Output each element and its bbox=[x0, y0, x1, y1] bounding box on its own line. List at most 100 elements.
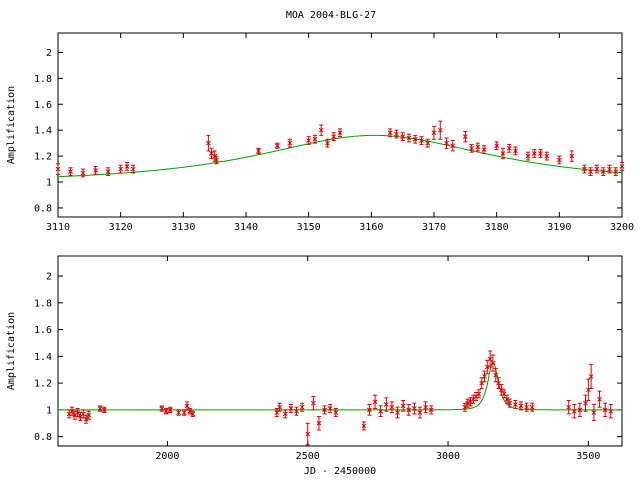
top-data-point bbox=[444, 137, 449, 149]
bottom-data-point bbox=[389, 401, 395, 414]
top-data-point bbox=[387, 128, 393, 138]
bottom-data-point bbox=[378, 405, 384, 418]
top-data-point bbox=[93, 165, 98, 175]
top-panel: Amplification 3110 3120 3130 3140 3150 3160 31… bbox=[6, 32, 634, 233]
bottom-data-point bbox=[412, 402, 417, 415]
top-ticks: 3110 3120 3130 3140 3150 3160 3170 3180 3190 3200… bbox=[34, 33, 634, 233]
top-y-axis-label: Amplification bbox=[6, 86, 17, 164]
top-data-point bbox=[588, 167, 594, 177]
top-data-point bbox=[500, 147, 506, 160]
bottom-y-tick-label: 0.8 bbox=[34, 432, 52, 443]
top-x-tick-label: 3200 bbox=[610, 222, 634, 233]
top-data-point bbox=[594, 164, 600, 174]
bottom-data-point bbox=[400, 400, 406, 412]
top-data-point bbox=[425, 138, 431, 148]
bottom-data-point bbox=[395, 406, 400, 419]
bottom-data-point bbox=[367, 404, 372, 416]
top-y-tick-label: 0.8 bbox=[34, 203, 52, 214]
bottom-data-point bbox=[176, 409, 182, 416]
bottom-data-point bbox=[80, 409, 86, 419]
bottom-data-point bbox=[423, 401, 428, 414]
bottom-data-point bbox=[316, 416, 322, 431]
top-data-point bbox=[325, 138, 330, 148]
bottom-model-curve bbox=[58, 361, 622, 411]
figure-title: MOA 2004-BLG-27 bbox=[286, 10, 376, 21]
bottom-data-point bbox=[322, 405, 327, 415]
bottom-data-point bbox=[479, 377, 485, 389]
bottom-data-point bbox=[327, 404, 333, 414]
top-data-point bbox=[287, 138, 293, 148]
top-panel-frame bbox=[57, 32, 623, 218]
top-data-point bbox=[613, 167, 619, 177]
bottom-x-tick-label: 3500 bbox=[576, 451, 600, 462]
bottom-data-point bbox=[305, 422, 311, 446]
bottom-data-point bbox=[167, 406, 173, 414]
bottom-data-point bbox=[476, 389, 482, 399]
bottom-data-point bbox=[86, 410, 92, 420]
bottom-data-points bbox=[66, 350, 614, 446]
top-x-tick-label: 3160 bbox=[359, 222, 383, 233]
top-data-point bbox=[274, 142, 280, 149]
bottom-data-point bbox=[187, 408, 193, 415]
top-data-point bbox=[437, 120, 443, 140]
bottom-data-point bbox=[277, 402, 283, 412]
top-model-curve bbox=[57, 134, 623, 178]
bottom-data-point bbox=[496, 377, 501, 389]
bottom-data-point bbox=[75, 408, 80, 418]
bottom-data-point bbox=[591, 404, 597, 422]
top-data-point bbox=[337, 128, 343, 138]
top-y-tick-label: 1 bbox=[46, 178, 52, 189]
top-data-point bbox=[55, 163, 61, 175]
bottom-data-point bbox=[383, 397, 389, 412]
top-data-point bbox=[400, 132, 406, 142]
top-x-tick-label: 3150 bbox=[297, 222, 321, 233]
top-data-point bbox=[450, 140, 456, 152]
top-data-point bbox=[494, 141, 500, 151]
top-data-point bbox=[513, 146, 518, 156]
top-x-tick-label: 3130 bbox=[171, 222, 195, 233]
top-data-point bbox=[412, 134, 418, 144]
top-data-point bbox=[68, 167, 73, 177]
bottom-data-point bbox=[529, 402, 535, 412]
bottom-data-point bbox=[465, 398, 471, 408]
bottom-x-tick-label: 3000 bbox=[436, 451, 460, 462]
bottom-data-point bbox=[282, 409, 288, 419]
top-data-point bbox=[506, 143, 512, 153]
top-data-point bbox=[124, 162, 130, 171]
top-data-point bbox=[607, 164, 612, 174]
bottom-data-point bbox=[583, 394, 588, 412]
bottom-ticks: 2000 2500 3000 3500 0.8 1 1.2 1.4 1.6 1.8 2 bbox=[34, 256, 622, 462]
top-data-point bbox=[582, 164, 587, 174]
bottom-data-point bbox=[602, 402, 608, 418]
bottom-data-point bbox=[577, 402, 583, 418]
bottom-data-point bbox=[97, 405, 103, 412]
top-y-tick-label: 1.2 bbox=[34, 152, 52, 163]
bottom-data-point bbox=[83, 414, 89, 424]
bottom-data-point bbox=[159, 405, 165, 412]
bottom-data-point bbox=[588, 363, 594, 389]
bottom-x-tick-label: 2000 bbox=[155, 451, 179, 462]
top-data-point bbox=[306, 136, 312, 145]
bottom-y-tick-label: 1 bbox=[46, 405, 52, 416]
bottom-data-point bbox=[310, 395, 316, 411]
top-data-point bbox=[481, 145, 487, 155]
top-data-point bbox=[80, 168, 86, 178]
top-data-points bbox=[55, 120, 625, 178]
top-x-tick-label: 3180 bbox=[485, 222, 509, 233]
top-x-tick-label: 3120 bbox=[109, 222, 133, 233]
bottom-data-point bbox=[571, 404, 577, 419]
bottom-data-point bbox=[299, 402, 305, 412]
top-data-point bbox=[538, 149, 543, 158]
bottom-panel-frame bbox=[57, 255, 623, 447]
top-y-tick-label: 1.8 bbox=[34, 74, 52, 85]
bottom-data-point bbox=[473, 391, 479, 402]
top-x-tick-label: 3170 bbox=[422, 222, 446, 233]
top-x-tick-label: 3140 bbox=[234, 222, 258, 233]
bottom-y-tick-label: 1.8 bbox=[34, 298, 52, 309]
top-data-point bbox=[256, 147, 261, 155]
bottom-panel: Amplification JD - 2450000 2000 2500 3000 3… bbox=[6, 255, 623, 477]
bottom-data-point bbox=[524, 402, 529, 412]
bottom-data-point bbox=[428, 405, 434, 415]
bottom-data-point bbox=[190, 410, 196, 418]
